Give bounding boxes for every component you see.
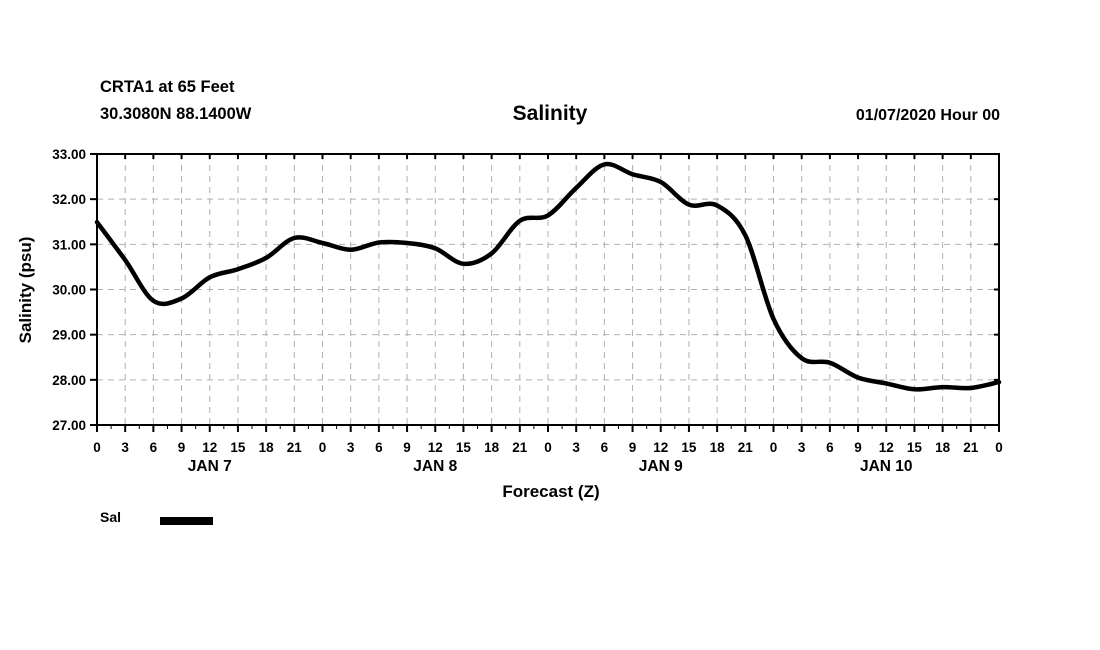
y-tick-label: 31.00 [52, 237, 86, 252]
x-tick-label: 9 [403, 440, 411, 455]
x-tick-label: 9 [629, 440, 637, 455]
x-tick-label: 12 [202, 440, 217, 455]
y-tick-label: 32.00 [52, 192, 86, 207]
y-tick-label: 30.00 [52, 283, 86, 298]
x-tick-label: 3 [347, 440, 355, 455]
x-tick-label: 0 [319, 440, 327, 455]
y-tick-label: 27.00 [52, 418, 86, 433]
y-tick-label: 28.00 [52, 373, 86, 388]
day-label: JAN 9 [639, 458, 683, 475]
x-tick-label: 21 [287, 440, 303, 455]
chart-title: Salinity [512, 102, 588, 125]
x-tick-label: 21 [512, 440, 528, 455]
y-axis-title: Salinity (psu) [16, 236, 35, 344]
x-tick-label: 6 [375, 440, 383, 455]
coordinates-label: 30.3080N 88.1400W [100, 105, 252, 123]
x-tick-label: 18 [710, 440, 726, 455]
x-tick-label: 6 [150, 440, 158, 455]
x-tick-label: 3 [572, 440, 580, 455]
x-tick-label: 15 [907, 440, 923, 455]
x-tick-label: 18 [935, 440, 951, 455]
y-tick-label: 33.00 [52, 147, 86, 162]
x-tick-label: 18 [484, 440, 500, 455]
legend-line-swatch [160, 517, 213, 525]
x-tick-label: 15 [681, 440, 697, 455]
x-tick-label: 21 [738, 440, 754, 455]
forecast-date-label: 01/07/2020 Hour 00 [855, 107, 1000, 124]
x-tick-label: 6 [826, 440, 834, 455]
x-tick-label: 3 [121, 440, 129, 455]
x-axis-title: Forecast (Z) [502, 482, 600, 501]
x-tick-label: 15 [456, 440, 472, 455]
x-tick-label: 3 [798, 440, 806, 455]
y-tick-label: 29.00 [52, 328, 86, 343]
x-tick-label: 12 [653, 440, 668, 455]
x-tick-label: 0 [770, 440, 778, 455]
x-tick-label: 9 [854, 440, 862, 455]
salinity-line [94, 161, 1002, 392]
day-label: JAN 8 [413, 458, 457, 475]
legend-label: Sal [100, 509, 122, 525]
x-tick-label: 0 [544, 440, 552, 455]
x-tick-label: 12 [428, 440, 443, 455]
x-tick-label: 18 [259, 440, 275, 455]
x-tick-label: 0 [995, 440, 1003, 455]
day-label: JAN 10 [860, 458, 913, 475]
x-tick-label: 15 [230, 440, 246, 455]
x-tick-label: 12 [879, 440, 894, 455]
x-tick-label: 0 [93, 440, 101, 455]
x-tick-label: 6 [601, 440, 609, 455]
x-tick-label: 9 [178, 440, 186, 455]
station-label: CRTA1 at 65 Feet [100, 78, 235, 96]
day-label: JAN 7 [188, 458, 232, 475]
x-tick-label: 21 [963, 440, 979, 455]
